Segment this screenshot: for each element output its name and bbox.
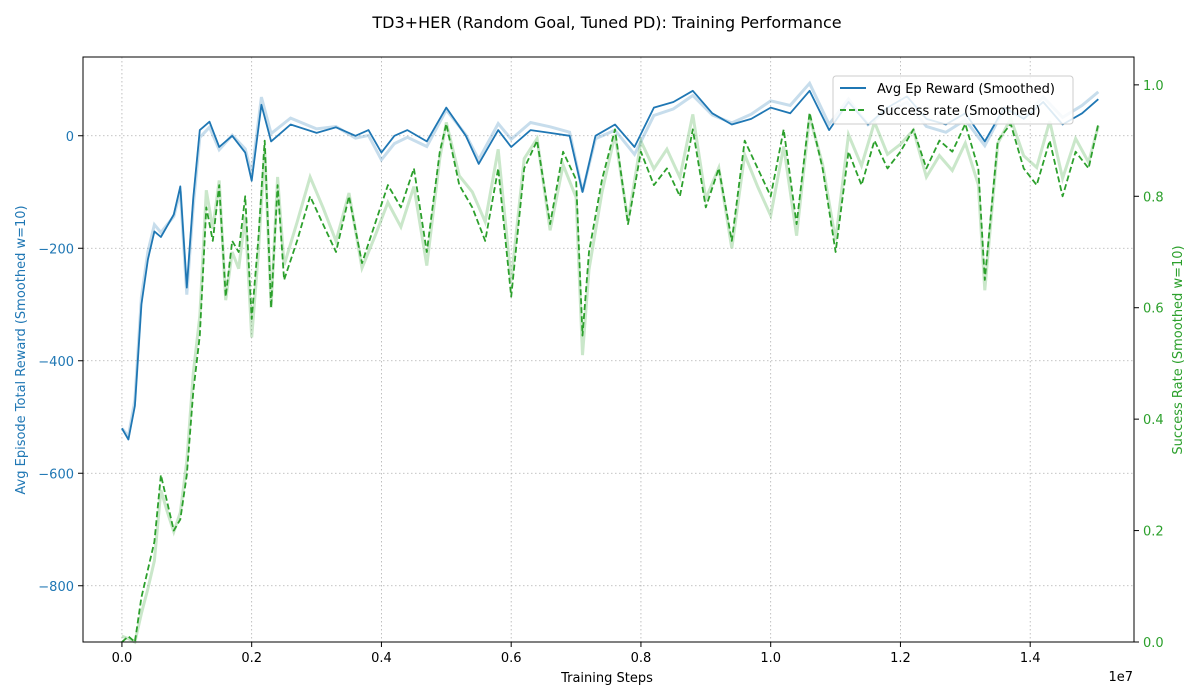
legend: Avg Ep Reward (Smoothed) Success rate (S… xyxy=(832,75,1074,125)
success-series-line xyxy=(121,111,1100,643)
plot-area-frame xyxy=(82,56,1135,643)
series-lines xyxy=(121,89,1100,643)
x-tick-label: 1.4 xyxy=(1020,651,1041,666)
y-right-tick-label: 0.2 xyxy=(1143,525,1164,540)
x-tick-label: 0.6 xyxy=(501,651,522,666)
y-left-tick-label: 0 xyxy=(66,130,74,145)
y-left-tick-label: −800 xyxy=(38,580,74,595)
y-left-tick-label: −200 xyxy=(38,242,74,257)
x-tick-label: 1.2 xyxy=(890,651,911,666)
y-left-tick-label: −400 xyxy=(38,355,74,370)
grid-lines xyxy=(83,57,1134,642)
y-right-tick-label: 0.4 xyxy=(1143,413,1164,428)
x-tick-label: 0.0 xyxy=(112,651,133,666)
x-tick-label: 0.4 xyxy=(371,651,392,666)
x-axis-title: Training Steps xyxy=(560,671,653,686)
raw-bands xyxy=(120,80,1100,645)
x-tick-label: 0.2 xyxy=(241,651,262,666)
y-right-tick-label: 0.0 xyxy=(1143,636,1164,651)
y-right-tick-label: 0.8 xyxy=(1143,190,1164,205)
y-left-tick-label: −600 xyxy=(38,467,74,482)
x-tick-label: 0.8 xyxy=(631,651,652,666)
success-raw-band xyxy=(121,114,1100,645)
axes: 0.0 0.2 0.4 0.6 0.8 1.0 1.2 1.4 −800 −600 −400 −200… xyxy=(38,79,1163,666)
y-axis-right-title: Success Rate (Smoothed w=10) xyxy=(1171,245,1186,454)
y-right-tick-label: 0.6 xyxy=(1143,302,1164,317)
y-axis-left-title: Avg Episode Total Reward (Smoothed w=10) xyxy=(14,205,29,494)
chart-title: TD3+HER (Random Goal, Tuned PD): Trainin… xyxy=(371,13,841,32)
y-right-tick-label: 1.0 xyxy=(1143,79,1164,94)
legend-box xyxy=(832,75,1074,125)
legend-success-label: Success rate (Smoothed) xyxy=(877,104,1041,119)
x-offset-label: 1e7 xyxy=(1108,670,1133,685)
x-tick-label: 1.0 xyxy=(760,651,781,666)
legend-reward-label: Avg Ep Reward (Smoothed) xyxy=(877,82,1055,97)
